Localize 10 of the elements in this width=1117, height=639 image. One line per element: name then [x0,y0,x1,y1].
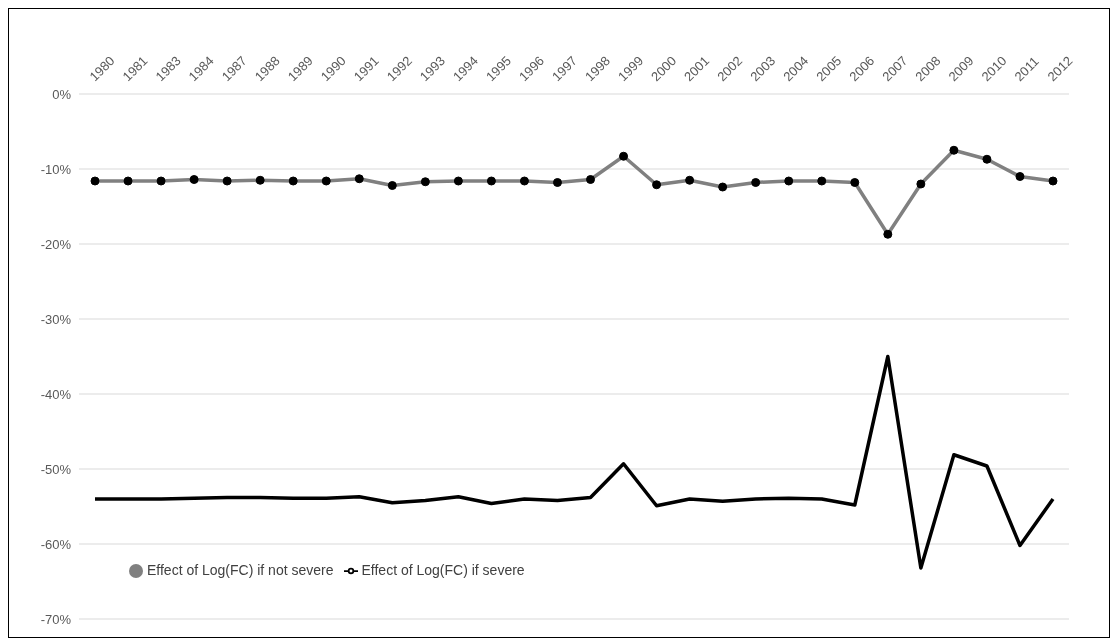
y-tick-label: -20% [40,236,72,252]
y-tick-label: -40% [40,386,72,402]
y-tick-label: -50% [40,461,72,477]
y-tick-label: -60% [40,536,72,552]
legend-label: Effect of Log(FC) if not severe [147,562,334,578]
legend-label: Effect of Log(FC) if severe [361,562,525,578]
y-tick-label: -30% [40,311,72,327]
y-tick-label: -10% [40,161,72,177]
y-tick-label: -70% [40,611,72,627]
y-tick-label: 0% [52,86,72,102]
